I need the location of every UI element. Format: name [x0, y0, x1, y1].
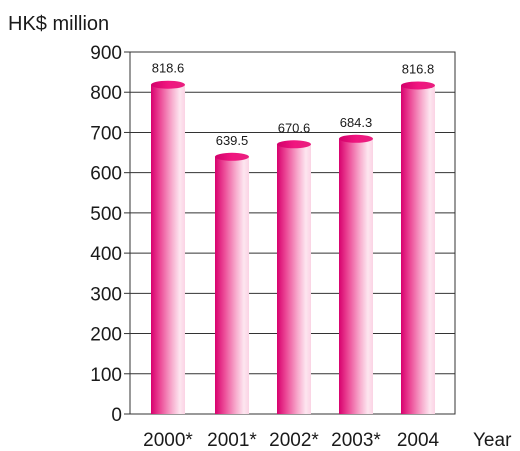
bar-body [339, 138, 373, 414]
bar-top [339, 134, 373, 143]
y-unit-label: HK$ million [8, 13, 109, 35]
bar-value-label: 670.6 [278, 120, 311, 135]
bar-value-label: 639.5 [216, 133, 249, 148]
y-tick-label: 200 [90, 325, 122, 346]
bar [401, 81, 435, 414]
bar [215, 152, 249, 415]
y-axis-ticks: 0 100 200 300 400 500 600 700 800 900 [90, 43, 130, 426]
bar-body [401, 85, 435, 414]
bar-top [401, 81, 435, 90]
x-category-label: 2004 [397, 430, 440, 451]
y-tick-label: 800 [90, 83, 122, 104]
bar-value-label: 684.3 [340, 115, 373, 130]
bar-body [151, 84, 185, 414]
x-category-label: 2000* [143, 430, 193, 451]
bar-value-label: 816.8 [402, 61, 435, 76]
y-tick-label: 700 [90, 123, 122, 144]
bar-top [277, 140, 311, 149]
bar-top [151, 80, 185, 89]
x-category-label: 2001* [207, 430, 257, 451]
bar [339, 134, 373, 414]
y-tick-label: 900 [90, 43, 122, 64]
y-tick-label: 0 [111, 405, 122, 426]
x-axis-title: Year [473, 430, 512, 451]
bar-value-label: 818.6 [152, 61, 185, 76]
x-category-label: 2003* [331, 430, 381, 451]
bar-body [215, 156, 249, 415]
y-tick-label: 100 [90, 365, 122, 386]
bar-body [277, 144, 311, 414]
x-axis-labels: 2000* 2001* 2002* 2003* 2004 [143, 430, 439, 451]
y-tick-label: 600 [90, 164, 122, 185]
bars: 818.6 639.5 670.6 684.3 816.8 [151, 61, 435, 415]
y-tick-label: 400 [90, 244, 122, 265]
y-tick-label: 500 [90, 204, 122, 225]
x-category-label: 2002* [269, 430, 319, 451]
bar [151, 80, 185, 414]
y-tick-label: 300 [90, 284, 122, 305]
bar [277, 140, 311, 414]
bar-top [215, 152, 249, 161]
